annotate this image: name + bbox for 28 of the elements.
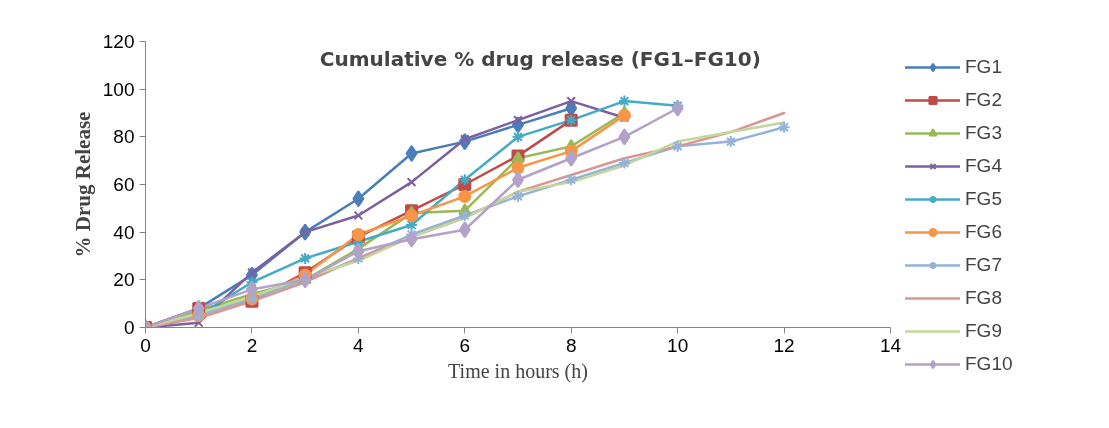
legend-label: FG6	[965, 221, 1002, 243]
x-tick-label: 2	[246, 334, 258, 356]
x-tick-label: 8	[565, 334, 577, 356]
legend-label: FG8	[965, 287, 1002, 309]
legend-label: FG10	[965, 353, 1013, 375]
y-tick-label: 40	[113, 221, 135, 243]
x-axis-title: Time in hours (h)	[448, 359, 588, 383]
chart-title: Cumulative % drug release (FG1–FG10)	[319, 46, 761, 71]
x-tick-label: 14	[879, 334, 902, 356]
y-tick-label: 0	[123, 317, 135, 338]
x-tick-label: 12	[773, 334, 795, 356]
legend-label: FG4	[965, 155, 1002, 177]
y-tick-label: 100	[102, 78, 135, 100]
legend-label: FG5	[965, 188, 1002, 210]
x-tick-label: 4	[353, 334, 365, 356]
y-axis-title: % Drug Release	[70, 111, 95, 258]
legend-label: FG2	[965, 89, 1002, 111]
x-tick-label: 0	[140, 334, 151, 356]
y-tick-label: 20	[113, 269, 135, 291]
legend-label: FG1	[965, 56, 1002, 78]
y-tick-label: 80	[113, 126, 135, 148]
y-tick-label: 120	[102, 31, 135, 52]
legend-label: FG3	[965, 122, 1002, 144]
y-tick-label: 60	[113, 174, 135, 195]
legend-label: FG7	[965, 254, 1002, 276]
x-tick-label: 10	[667, 334, 689, 356]
x-tick-label: 6	[459, 334, 471, 356]
legend-label: FG9	[965, 320, 1002, 342]
